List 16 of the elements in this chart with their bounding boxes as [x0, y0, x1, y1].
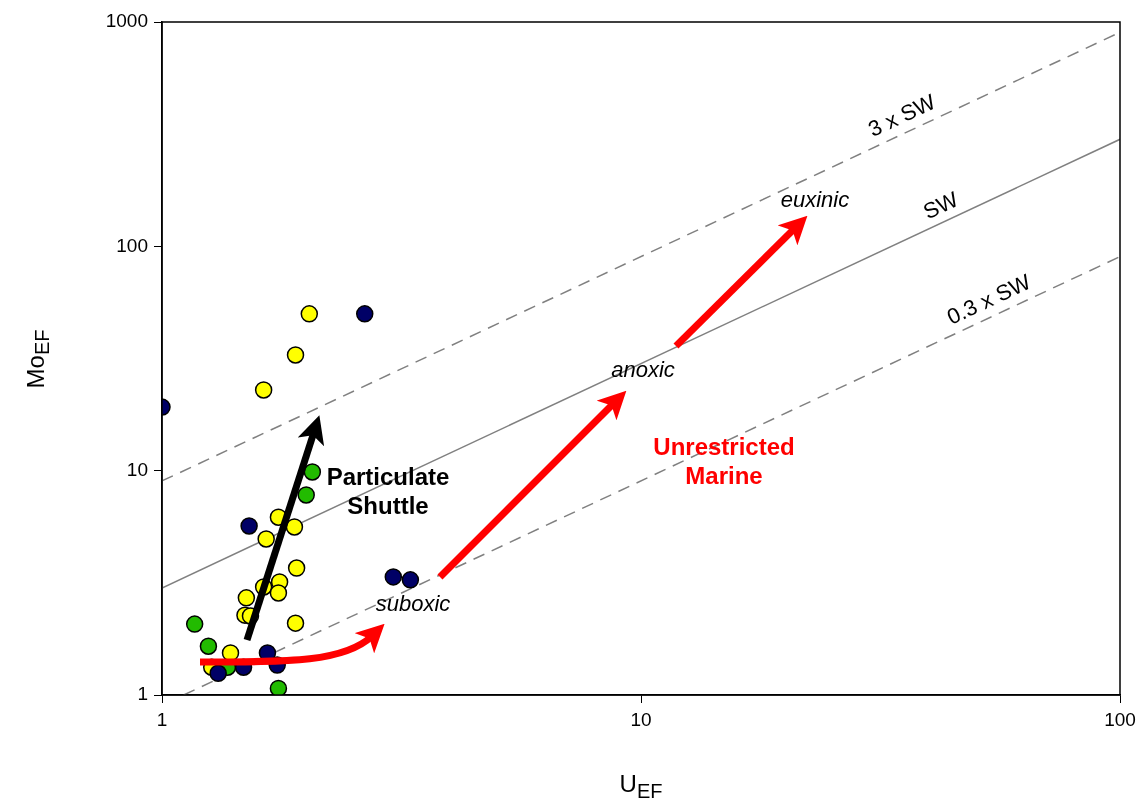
annotation: Unrestricted Marine [652, 433, 796, 491]
text: 0.3 x SW [942, 269, 1035, 332]
annotation: Particulate Shuttle [325, 463, 451, 521]
x-axis-title: U$_{EF}$ [619, 770, 663, 803]
y-tick-label: 1000 [105, 10, 148, 32]
y-tick-label: 100 [116, 234, 148, 256]
annotation: anoxic [611, 356, 675, 384]
text: SW [919, 186, 963, 226]
x-tick-label: 1 [156, 708, 168, 730]
y-tick-label: 1 [137, 683, 148, 705]
annotation: euxinic [780, 186, 850, 214]
x-tick-label: 100 [1104, 708, 1136, 730]
annotation: suboxic [375, 590, 451, 618]
y-tick-label: 10 [126, 458, 148, 480]
x-tick-label: 10 [630, 708, 652, 730]
text: 3 x SW [864, 89, 941, 144]
